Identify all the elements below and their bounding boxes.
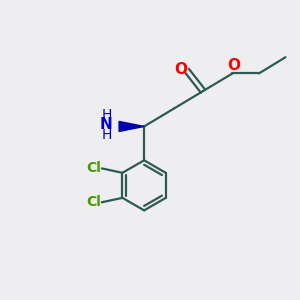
Text: Cl: Cl xyxy=(86,195,101,209)
Text: Cl: Cl xyxy=(86,161,101,176)
Text: H: H xyxy=(101,108,112,122)
Text: O: O xyxy=(227,58,240,73)
Polygon shape xyxy=(119,122,144,131)
Text: H: H xyxy=(101,128,112,142)
Text: N: N xyxy=(100,117,113,132)
Text: O: O xyxy=(174,61,187,76)
